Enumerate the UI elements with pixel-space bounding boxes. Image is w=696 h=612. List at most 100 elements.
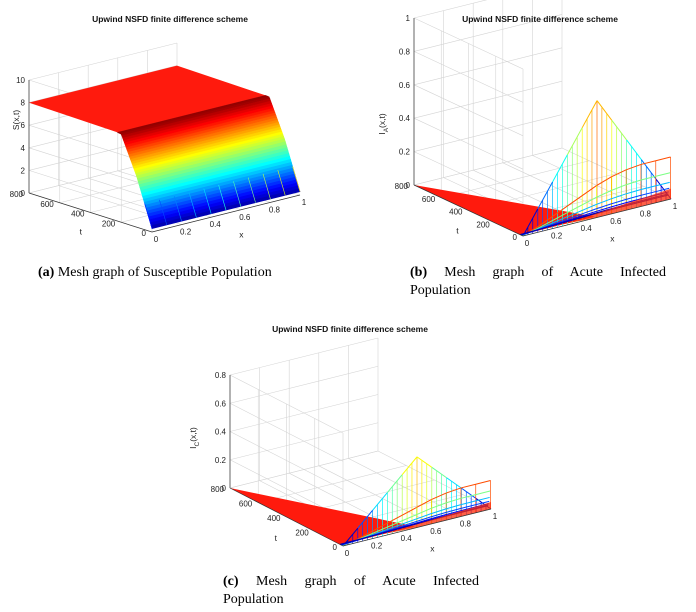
caption-b: (b) Mesh graph of Acute Infected Populat… [410, 264, 666, 300]
c-grid-floor-t-4 [229, 450, 379, 489]
chart-panel-c: 0 0.2 0.4 0.6 0.8 1 0 200 400 600 800 0 0.2 0.4 0.6 0.8… [170, 318, 510, 578]
b-profile-edge-5 [596, 100, 613, 121]
c-profile-edge-7 [446, 477, 462, 489]
caption-c: (c) Mesh graph of Acute Infected Populat… [223, 573, 479, 609]
c-z-tick-2: 0.4 [215, 428, 227, 437]
caption-a: (a) Mesh graph of Susceptible Population [38, 264, 338, 282]
caption-a-label: (a) [38, 265, 55, 280]
c-grid-back-z-3 [229, 365, 379, 404]
c-profile-edge-1 [357, 510, 373, 529]
c-x-tick-0: 0 [345, 549, 350, 558]
caption-a-text: Mesh graph of Susceptible Population [57, 265, 272, 280]
caption-c-label: (c) [223, 574, 239, 589]
a-z-label: S(x,t) [11, 110, 21, 130]
b-t-label: t [456, 226, 459, 236]
b-profile-edge-1 [537, 181, 554, 210]
c-z-label: IC(x,t) [188, 427, 201, 449]
a-mesh-2 [173, 196, 182, 222]
c-t-tick-2: 400 [267, 514, 281, 523]
a-t-tick-2: 400 [71, 210, 85, 219]
a-mesh-6 [233, 181, 242, 207]
a-x-axis-line [151, 194, 301, 233]
b-red-band [565, 188, 671, 224]
a-surface [29, 65, 301, 229]
c-profile-edge-6 [431, 466, 447, 479]
c-x-tick-4: 0.8 [460, 519, 472, 528]
c-profile-edge-2 [372, 492, 388, 511]
chart-panel-a: 0 0.2 0.4 0.6 0.8 1 0 200 400 600 800 0 2 4 6 8 10 Upwind… [0, 0, 340, 260]
a-mesh-10 [292, 166, 301, 192]
c-title: Upwind NSFD finite difference scheme [272, 324, 428, 334]
c-z-tick-4: 0.8 [215, 371, 227, 380]
caption-b-line1: Mesh graph of Acute Infected [444, 265, 666, 280]
a-t-tick-4: 800 [10, 190, 24, 199]
b-grid-back-z-1 [413, 114, 563, 152]
c-t-label: t [275, 533, 278, 543]
a-x-tick-5: 1 [302, 198, 307, 207]
a-z-tick-5: 10 [16, 76, 25, 85]
b-x-tick-4: 0.8 [640, 209, 652, 218]
a-z-tick-0: 0 [21, 189, 26, 198]
a-x-tick-0: 0 [154, 235, 159, 244]
a-t-tick-1: 200 [102, 219, 116, 228]
b-x-axis-line [522, 198, 672, 237]
c-surface [230, 456, 492, 547]
b-t-tick-3: 600 [422, 195, 436, 204]
c-z-tick-0: 0 [222, 484, 227, 493]
b-curve-2 [521, 172, 671, 237]
b-profile-edge-7 [626, 139, 642, 160]
b-z-tick-1: 0.2 [399, 148, 411, 157]
b-z-label: IA(x,t) [377, 113, 390, 135]
b-grid-floor-t-4 [413, 147, 563, 186]
b-x-tick-3: 0.6 [610, 217, 622, 226]
caption-b-line2: Population [410, 283, 471, 298]
a-t-tick-3: 600 [40, 200, 54, 209]
c-curve-1 [342, 480, 491, 547]
c-t-tick-0: 0 [333, 543, 338, 552]
b-profile-edge-6 [611, 119, 627, 141]
c-t-tick-4: 800 [211, 485, 225, 494]
b-t-tick-2: 400 [449, 208, 463, 217]
c-curve-2 [341, 490, 491, 547]
b-grid-back-z-5 [413, 0, 488, 19]
a-x-tick-1: 0.2 [180, 228, 192, 237]
b-t-axis-line [413, 184, 524, 237]
c-t-axis-line [229, 487, 344, 547]
c-x-tick-2: 0.4 [401, 534, 413, 543]
c-profile-edge-8 [461, 487, 477, 499]
a-z-tick-4: 8 [21, 99, 26, 108]
a-x-tick-3: 0.6 [239, 213, 251, 222]
caption-c-line1: Mesh graph of Acute Infected [256, 574, 479, 589]
a-mesh-9 [277, 170, 286, 196]
a-grid-back-z-5 [28, 42, 178, 81]
b-profile-edge-0 [522, 208, 539, 237]
c-x-tick-3: 0.6 [430, 527, 442, 536]
a-t-label: t [80, 226, 83, 236]
a-mesh-3 [188, 192, 197, 218]
a-z-tick-2: 4 [21, 144, 26, 153]
c-z-tick-3: 0.6 [215, 399, 227, 408]
a-x-label: x [239, 230, 244, 240]
a-mesh-7 [247, 177, 256, 203]
b-grid-back-z-4 [413, 14, 563, 52]
b-curve-3 [521, 181, 670, 236]
a-x-tick-2: 0.4 [210, 220, 222, 229]
a-title: Upwind NSFD finite difference scheme [92, 14, 248, 24]
a-mesh-5 [218, 184, 227, 211]
c-x-axis-line [342, 508, 492, 547]
c-grid-floor-t-3 [258, 465, 407, 503]
b-x-tick-5: 1 [673, 202, 678, 211]
surface-plot-c: 00.20.40.60.81020040060080000.20.40.60.8… [188, 324, 498, 558]
b-profile-edge-4 [581, 100, 598, 128]
a-z-tick-1: 2 [21, 166, 26, 175]
c-x-tick-1: 0.2 [371, 542, 383, 551]
c-z-tick-1: 0.2 [215, 456, 227, 465]
b-surface [414, 100, 672, 237]
b-t-tick-1: 200 [476, 220, 490, 229]
c-floor [230, 488, 415, 545]
b-x-label: x [610, 234, 615, 244]
b-z-tick-4: 0.8 [399, 47, 411, 56]
b-grid-floor-t-3 [441, 160, 590, 199]
b-t-tick-0: 0 [513, 233, 518, 242]
